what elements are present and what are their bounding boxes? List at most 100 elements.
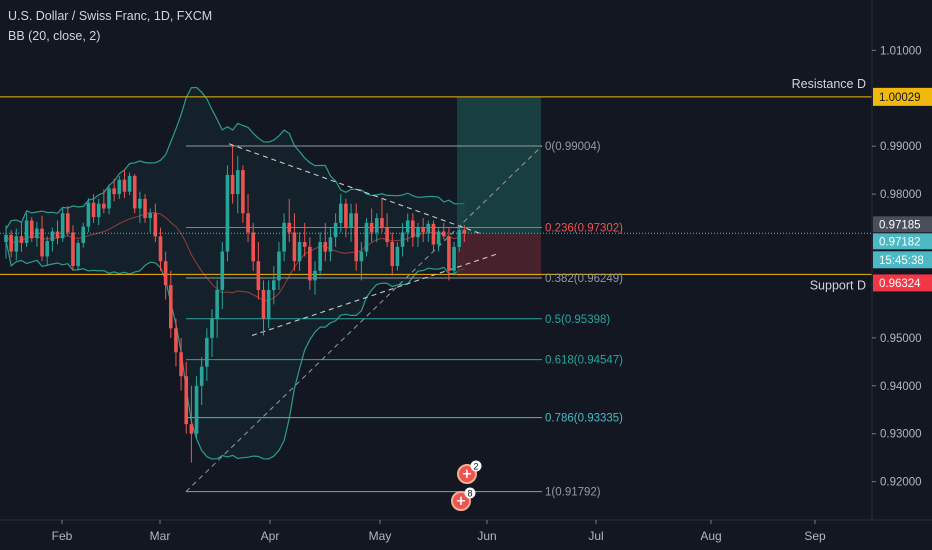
event-plus-glyph: + — [456, 494, 467, 509]
x-tick-label: Mar — [150, 529, 171, 543]
fib-level-label: 1(0.91792) — [545, 487, 601, 499]
candle-body — [91, 202, 96, 218]
bb-upper-band — [5, 86, 465, 230]
candle-body — [447, 236, 451, 271]
candle-body — [333, 222, 338, 238]
candle-body — [313, 270, 317, 281]
candles-group — [4, 146, 467, 463]
candle-body — [318, 242, 322, 271]
level-label: Resistance D — [792, 77, 866, 91]
scale-corner — [873, 521, 932, 550]
bb-lower-band — [5, 240, 465, 460]
fib-level-label: 0.618(0.94547) — [545, 355, 623, 367]
candle-body — [272, 280, 276, 290]
candle-body — [76, 242, 80, 266]
candle-body — [405, 220, 410, 233]
y-tick-label: 0.92000 — [880, 477, 922, 489]
candle-body — [246, 213, 250, 233]
trendline-lower — [251, 253, 498, 337]
event-marker[interactable]: +2 — [457, 460, 482, 484]
candle-body — [169, 285, 173, 329]
fib-level-label: 0(0.99004) — [545, 141, 601, 153]
x-tick-label: Feb — [52, 529, 73, 543]
candle-body — [292, 232, 297, 262]
candle-body — [457, 230, 461, 247]
candle-body — [4, 234, 8, 243]
candle-body — [199, 366, 204, 386]
candle-body — [436, 231, 441, 245]
x-tick-label: Jul — [588, 529, 603, 543]
candle-body — [385, 227, 389, 243]
candle-body — [266, 289, 271, 319]
candle-body — [174, 328, 178, 353]
candle-body — [297, 242, 302, 262]
candle-body — [256, 261, 261, 290]
x-tick-label: Jun — [477, 529, 496, 543]
candle-body — [308, 246, 312, 281]
candle-body — [127, 175, 132, 192]
candle-body — [390, 242, 395, 266]
candle-body — [163, 261, 168, 286]
candle-body — [117, 179, 122, 195]
candle-body — [220, 251, 225, 290]
candle-body — [107, 188, 111, 209]
candle-body — [50, 231, 55, 242]
position-target-zone — [457, 96, 541, 234]
candle-body — [148, 213, 152, 219]
fib-level-label: 0.236(0.97302) — [545, 223, 623, 235]
candle-body — [375, 218, 379, 233]
candle-body — [81, 226, 86, 243]
candle-body — [205, 337, 209, 367]
x-tick-label: Aug — [700, 529, 721, 543]
candle-body — [19, 236, 24, 243]
candle-body — [66, 213, 70, 233]
candle-body — [328, 237, 333, 252]
candle-body — [158, 236, 163, 262]
candle-body — [241, 170, 245, 214]
candle-body — [60, 213, 65, 239]
candle-body — [215, 289, 219, 319]
candle-body — [441, 231, 446, 237]
candle-body — [416, 227, 420, 238]
candle-body — [122, 179, 127, 192]
plot-area — [0, 0, 872, 520]
candle-body — [143, 198, 147, 219]
y-tick-label: 1.01000 — [880, 45, 922, 57]
candle-body — [153, 213, 158, 237]
candle-body — [426, 223, 431, 233]
candle-body — [86, 202, 91, 227]
x-tick-label: Sep — [804, 529, 826, 543]
y-tick-label: 0.98000 — [880, 189, 922, 201]
indicator-label[interactable]: BB (20, close, 2) — [8, 29, 101, 43]
fib-level-label: 0.382(0.96249) — [545, 273, 623, 285]
candle-body — [369, 222, 374, 233]
candle-body — [138, 198, 142, 209]
candle-body — [194, 385, 199, 434]
resistance-price-badge-bg — [873, 87, 932, 106]
x-tick-label: May — [369, 529, 392, 543]
last-price-badge-bg — [873, 233, 932, 250]
fib-trendline — [185, 145, 543, 492]
candle-body — [235, 170, 240, 195]
fib-level-label: 0.786(0.93335) — [545, 413, 623, 425]
candle-body — [9, 234, 13, 252]
candle-body — [230, 174, 235, 195]
candle-body — [462, 230, 467, 234]
close-price-badge-bg — [873, 216, 932, 233]
candle-body — [323, 242, 328, 252]
candle-body — [359, 251, 364, 262]
candle-body — [344, 203, 348, 228]
resistance-price-badge: 1.00029 — [879, 92, 921, 104]
close-price-badge: 0.97185 — [879, 219, 921, 231]
event-count-label: 2 — [473, 462, 478, 472]
x-tick-label: Apr — [261, 529, 280, 543]
candle-body — [421, 227, 425, 233]
candle-body — [349, 213, 353, 228]
event-marker[interactable]: +8 — [451, 487, 476, 511]
time-scale — [0, 520, 932, 550]
candle-body — [29, 220, 34, 239]
y-tick-label: 0.94000 — [880, 381, 922, 393]
countdown-badge: 15:45:38 — [879, 255, 924, 267]
chart-title: U.S. Dollar / Swiss Franc, 1D, FXCM — [8, 9, 213, 23]
